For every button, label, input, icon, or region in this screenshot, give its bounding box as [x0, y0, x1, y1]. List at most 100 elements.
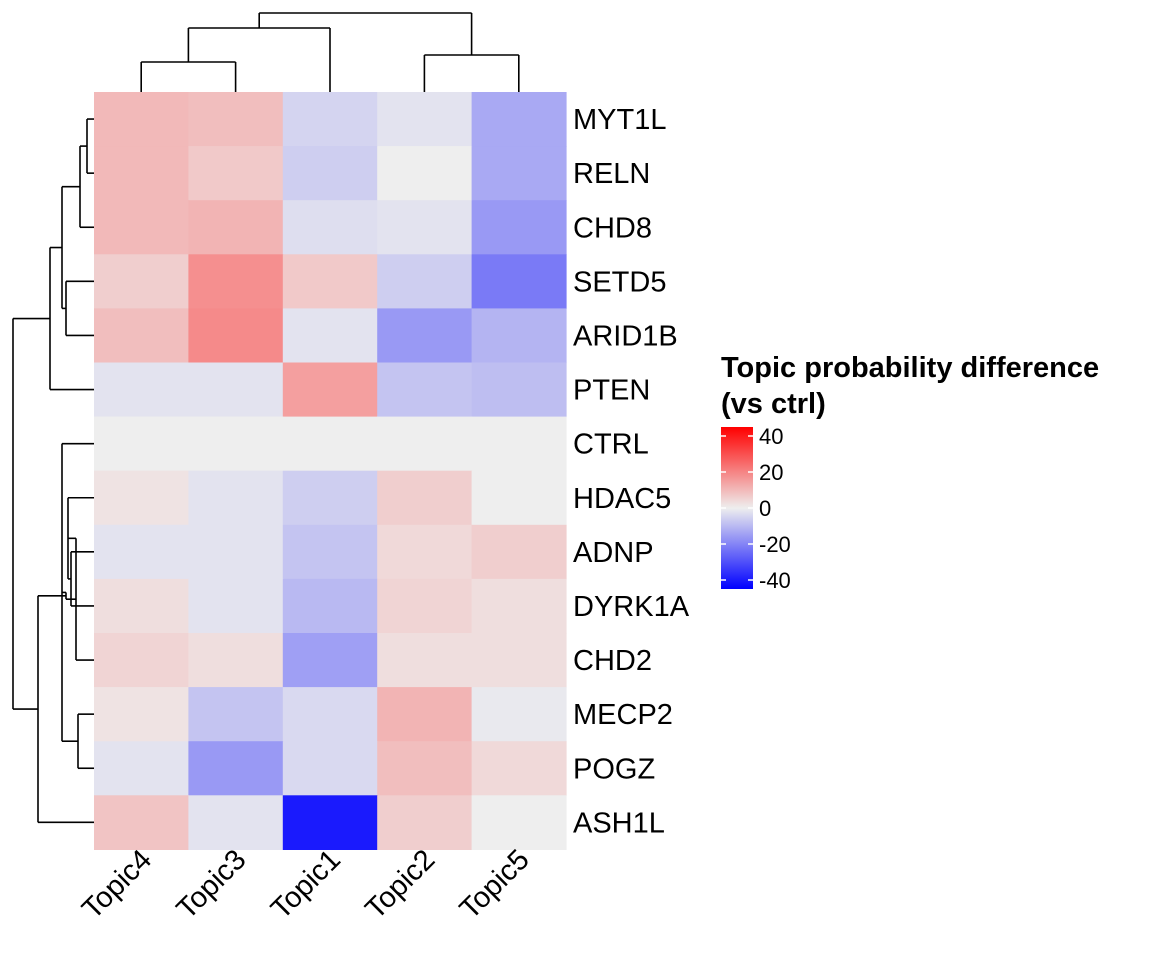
cell-myt1l-topic4	[94, 92, 189, 147]
cell-chd8-topic3	[188, 200, 284, 255]
dendro-link	[12, 317, 50, 710]
legend-title-line-2: (vs ctrl)	[721, 388, 826, 420]
cell-setd5-topic5	[471, 254, 567, 309]
cell-setd5-topic3	[188, 254, 284, 309]
cell-reln-topic3	[188, 146, 284, 201]
row-label: SETD5	[573, 266, 666, 298]
cell-ash1l-topic5	[471, 795, 567, 850]
legend-ticks: 40 20 0 -20 -40	[721, 424, 791, 593]
cell-pogz-topic2	[377, 741, 473, 796]
cell-pten-topic1	[282, 362, 378, 418]
cell-pten-topic2	[377, 362, 473, 418]
cell-mecp2-topic3	[188, 687, 284, 742]
cell-arid1b-topic1	[282, 308, 378, 364]
cell-arid1b-topic2	[377, 308, 473, 364]
dendro-link	[61, 185, 80, 310]
cell-hdac5-topic5	[471, 470, 567, 526]
cell-ctrl-topic4	[94, 416, 189, 472]
cell-dyrk1a-topic1	[282, 578, 378, 634]
dendro-link	[49, 246, 94, 391]
cell-setd5-topic2	[377, 254, 473, 309]
legend-tick-label: 40	[759, 424, 783, 449]
row-label: DYRK1A	[573, 591, 690, 623]
cell-chd2-topic2	[377, 633, 473, 688]
row-label: CHD8	[573, 212, 652, 244]
cell-chd2-topic4	[94, 633, 189, 688]
row-label: ARID1B	[573, 320, 678, 352]
cell-dyrk1a-topic2	[377, 578, 473, 634]
cell-reln-topic2	[377, 146, 473, 201]
dendro-link	[187, 27, 331, 92]
cell-mecp2-topic2	[377, 687, 473, 742]
cell-chd8-topic4	[94, 200, 189, 255]
cell-adnp-topic1	[282, 524, 378, 580]
cell-adnp-topic5	[471, 524, 567, 580]
cell-ctrl-topic2	[377, 416, 473, 472]
dendro-link	[86, 118, 94, 174]
cell-chd8-topic1	[282, 200, 378, 255]
cell-myt1l-topic1	[282, 92, 378, 147]
legend-tick-label: 0	[759, 496, 771, 521]
heatmap-cells	[94, 92, 567, 850]
row-label: RELN	[573, 158, 650, 190]
legend-tick-label: -20	[759, 532, 791, 557]
legend-tick-label: 20	[759, 460, 783, 485]
dendro-link	[77, 713, 94, 770]
column-dendrogram	[140, 12, 520, 92]
cell-ctrl-topic3	[188, 416, 284, 472]
cell-hdac5-topic1	[282, 470, 378, 526]
row-label: MYT1L	[573, 104, 666, 136]
cell-chd8-topic2	[377, 200, 473, 255]
dendro-link	[423, 54, 520, 92]
cell-pogz-topic3	[188, 741, 284, 796]
cell-arid1b-topic4	[94, 308, 189, 364]
cell-pten-topic5	[471, 362, 567, 418]
row-label: POGZ	[573, 753, 655, 785]
row-label: ADNP	[573, 537, 654, 569]
dendro-link	[70, 551, 94, 607]
cell-ash1l-topic2	[377, 795, 473, 850]
cell-arid1b-topic3	[188, 308, 284, 364]
column-labels: Topic4 Topic3 Topic1 Topic2 Topic5	[76, 844, 536, 926]
cell-dyrk1a-topic3	[188, 578, 284, 634]
legend-title-line-1: Topic probability difference	[721, 352, 1099, 384]
dendro-link	[37, 595, 94, 824]
cell-reln-topic1	[282, 146, 378, 201]
cell-chd2-topic5	[471, 633, 567, 688]
cell-adnp-topic3	[188, 524, 284, 580]
cell-hdac5-topic3	[188, 470, 284, 526]
dendro-link	[61, 442, 94, 743]
cell-mecp2-topic4	[94, 687, 189, 742]
cell-pten-topic3	[188, 362, 284, 418]
cell-dyrk1a-topic4	[94, 578, 189, 634]
row-label: CTRL	[573, 429, 649, 461]
dendro-link	[258, 12, 473, 55]
dendro-link	[65, 280, 94, 337]
column-label: Topic2	[359, 844, 441, 926]
cell-chd2-topic1	[282, 633, 378, 688]
legend-color-bar	[721, 427, 753, 589]
cell-myt1l-topic5	[471, 92, 567, 147]
column-label: Topic3	[171, 844, 253, 926]
cell-hdac5-topic2	[377, 470, 473, 526]
cell-setd5-topic4	[94, 254, 189, 309]
cell-reln-topic5	[471, 146, 567, 201]
row-label: HDAC5	[573, 483, 671, 515]
dendro-link	[140, 61, 237, 92]
cell-ctrl-topic5	[471, 416, 567, 472]
column-label: Topic4	[76, 844, 158, 926]
cell-ash1l-topic4	[94, 795, 189, 850]
row-label: CHD2	[573, 645, 652, 677]
cell-myt1l-topic3	[188, 92, 284, 147]
cell-mecp2-topic1	[282, 687, 378, 742]
cell-ash1l-topic3	[188, 795, 284, 850]
cell-arid1b-topic5	[471, 308, 567, 364]
cell-adnp-topic4	[94, 524, 189, 580]
column-label: Topic1	[265, 844, 347, 926]
cell-pogz-topic5	[471, 741, 567, 796]
cell-ash1l-topic1	[282, 795, 378, 850]
column-label: Topic5	[454, 844, 536, 926]
cell-chd2-topic3	[188, 633, 284, 688]
cell-mecp2-topic5	[471, 687, 567, 742]
